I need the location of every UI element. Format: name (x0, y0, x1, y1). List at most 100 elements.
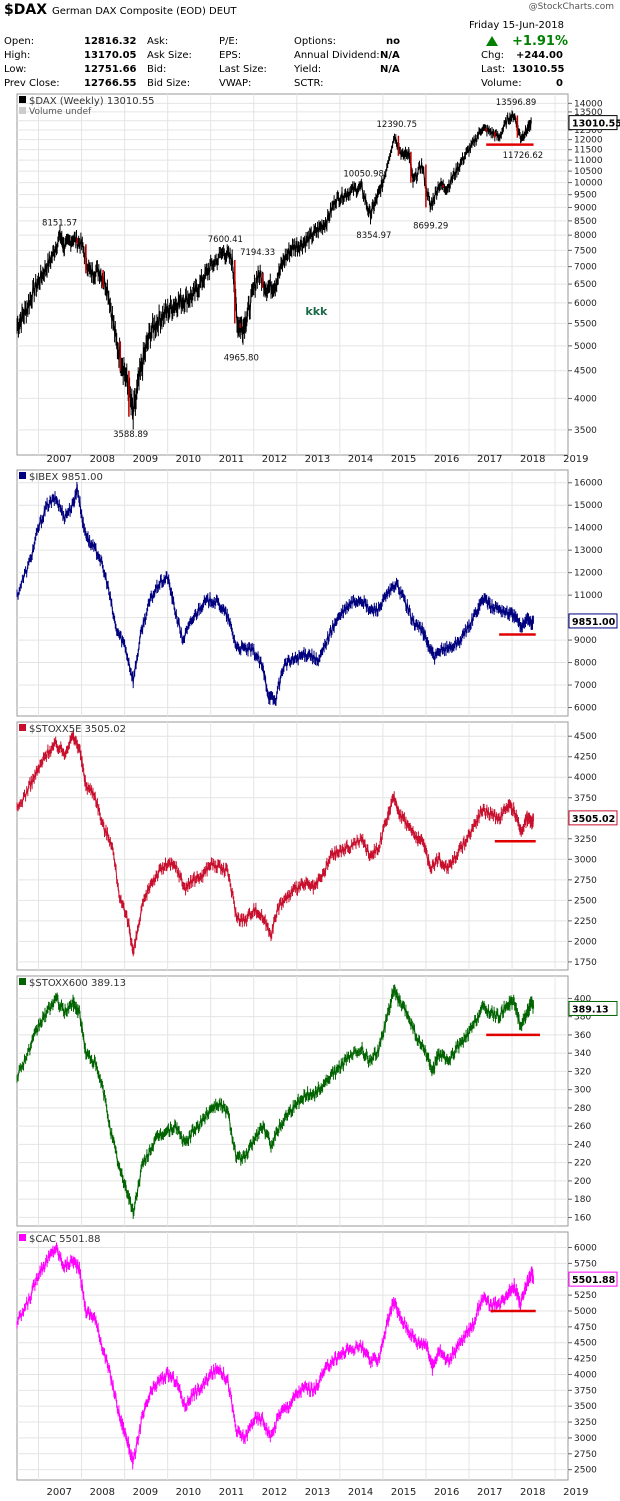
x-tick-label: 2012 (262, 454, 287, 465)
y-tick-label: 16000 (574, 479, 603, 489)
last-value-box (568, 613, 618, 629)
field-label: Chg: (481, 50, 505, 61)
y-tick-label: 6000 (574, 299, 597, 309)
y-tick-label: 3750 (574, 1386, 597, 1396)
annotation-label: 10050.98 (343, 169, 384, 179)
x-tick-label: 2014 (348, 1487, 373, 1498)
field-label: Bid Size: (147, 78, 191, 89)
y-tick-label: 8500 (574, 217, 597, 227)
legend-label: $STOXX600 389.13 (29, 978, 126, 989)
field-label: Last Size: (219, 64, 267, 75)
y-tick-label: 360 (574, 1031, 591, 1041)
last-value-label: 5501.88 (572, 1275, 616, 1286)
y-tick-label: 7000 (574, 263, 597, 273)
y-tick-label: 3250 (574, 835, 597, 845)
y-tick-label: 9500 (574, 191, 597, 201)
field-value: 13170.05 (84, 50, 137, 61)
last-value-box (568, 115, 618, 131)
x-tick-label: 2008 (90, 454, 115, 465)
y-tick-label: 5750 (574, 1259, 597, 1269)
legend-label: $IBEX 9851.00 (29, 472, 103, 483)
legend-label: $DAX (Weekly) 13010.55 (29, 96, 155, 107)
last-value-label: 13010.55 (572, 119, 620, 130)
field-label: Volume: (481, 78, 522, 89)
quote-date: Friday 15-Jun-2018 (468, 20, 564, 31)
y-tick-label: 7500 (574, 246, 597, 256)
x-tick-label: 2019 (563, 1487, 588, 1498)
y-tick-label: 3500 (574, 426, 597, 436)
field-label: Annual Dividend: (294, 50, 380, 61)
legend-swatch (19, 1234, 26, 1241)
annotation-label: 8151.57 (42, 219, 77, 229)
y-tick-label: 14000 (574, 524, 603, 534)
y-tick-label: 4500 (574, 367, 597, 377)
y-tick-label: 260 (574, 1122, 591, 1132)
symbol-description: German DAX Composite (EOD) DEUT (52, 6, 237, 17)
y-tick-label: 3000 (574, 855, 597, 865)
y-tick-label: 320 (574, 1067, 591, 1077)
x-tick-label: 2016 (434, 454, 459, 465)
field-value: 12766.55 (84, 78, 137, 89)
price-series-line (16, 110, 532, 430)
y-tick-label: 2500 (574, 1466, 597, 1476)
y-tick-label: 13000 (574, 546, 603, 556)
y-tick-label: 8000 (574, 659, 597, 669)
field-label: EPS: (219, 50, 242, 61)
legend-label: Volume undef (29, 107, 92, 117)
y-tick-label: 6000 (574, 704, 597, 714)
x-tick-label: 2010 (176, 1487, 201, 1498)
y-tick-label: 9000 (574, 636, 597, 646)
panel-frame (16, 469, 569, 717)
field-label: SCTR: (294, 78, 324, 89)
field-value: 12751.66 (84, 64, 137, 75)
price-series-line (16, 1242, 535, 1470)
y-tick-label: 4500 (574, 732, 597, 742)
x-tick-label: 2007 (47, 454, 72, 465)
y-tick-label: 340 (574, 1049, 591, 1059)
y-tick-label: 6500 (574, 280, 597, 290)
field-label: VWAP: (219, 78, 252, 89)
y-tick-label: 380 (574, 1013, 591, 1023)
y-tick-label: 11500 (574, 146, 603, 156)
y-tick-label: 11000 (574, 591, 603, 601)
field-label: Low: (4, 64, 27, 75)
annotation-label: 11726.62 (503, 151, 544, 161)
field-value: N/A (380, 50, 400, 61)
price-series-line (16, 984, 535, 1219)
y-tick-label: 5500 (574, 319, 597, 329)
y-tick-label: 8000 (574, 231, 597, 241)
annotation-label: 7194.33 (240, 248, 275, 258)
y-tick-label: 400 (574, 994, 591, 1004)
legend-label: $STOXX5E 3505.02 (29, 724, 126, 735)
last-value-label: 389.13 (572, 1004, 609, 1015)
y-tick-label: 10500 (574, 167, 603, 177)
x-tick-label: 2014 (348, 454, 373, 465)
y-tick-label: 2000 (574, 937, 597, 947)
x-tick-label: 2011 (219, 454, 244, 465)
last-value-box (568, 1271, 618, 1287)
legend-swatch (19, 724, 26, 731)
x-tick-label: 2007 (47, 1487, 72, 1498)
y-tick-label: 14000 (574, 99, 603, 109)
panel-frame (16, 975, 569, 1227)
field-label: Ask: (147, 36, 169, 47)
x-tick-label: 2015 (391, 454, 416, 465)
field-value: 12816.32 (84, 36, 137, 47)
y-tick-label: 1750 (574, 958, 597, 968)
x-tick-label: 2018 (520, 454, 545, 465)
y-tick-label: 6000 (574, 1244, 597, 1254)
legend-swatch (19, 96, 26, 103)
y-tick-label: 4000 (574, 394, 597, 404)
annotation-label: 12390.75 (377, 120, 418, 130)
field-label: Last: (481, 64, 506, 75)
field-label: Open: (4, 36, 35, 47)
field-value: 13010.55 (512, 64, 565, 75)
field-value: 0 (556, 78, 563, 89)
y-tick-label: 11000 (574, 156, 603, 166)
annotation-label: 13596.89 (496, 98, 537, 108)
annotation-label: 4965.80 (224, 353, 259, 363)
y-tick-label: 4250 (574, 1355, 597, 1365)
x-tick-label: 2010 (176, 454, 201, 465)
y-tick-label: 9000 (574, 203, 597, 213)
y-tick-label: 160 (574, 1213, 591, 1223)
